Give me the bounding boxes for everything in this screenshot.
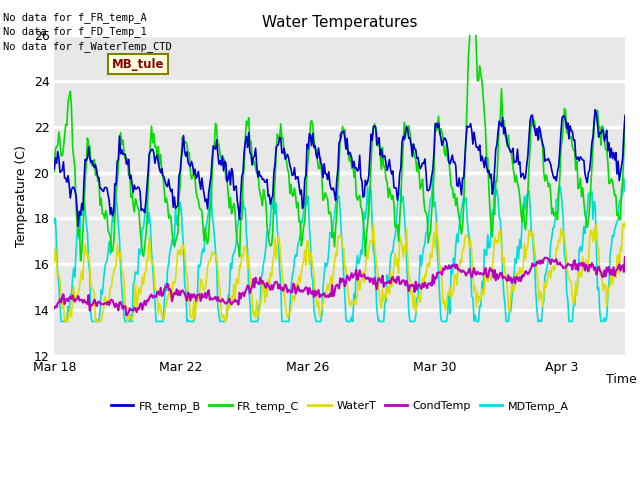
CondTemp <box>323 294 330 300</box>
FR_temp_C <box>360 231 368 237</box>
WaterT <box>520 240 528 246</box>
Line: WaterT: WaterT <box>54 223 625 322</box>
MDTemp_A <box>58 319 65 324</box>
CondTemp <box>360 272 368 277</box>
MDTemp_A <box>491 173 499 179</box>
CondTemp <box>51 305 58 311</box>
FR_temp_B <box>591 107 599 113</box>
FR_temp_B <box>323 171 330 177</box>
FR_temp_B <box>51 166 58 172</box>
CondTemp <box>520 274 527 280</box>
WaterT <box>610 269 618 275</box>
Title: Water Temperatures: Water Temperatures <box>262 15 417 30</box>
FR_temp_B <box>520 170 527 176</box>
FR_temp_C <box>326 209 334 215</box>
Text: No data for f_WaterTemp_CTD: No data for f_WaterTemp_CTD <box>3 41 172 52</box>
Line: FR_temp_B: FR_temp_B <box>54 110 625 227</box>
FR_temp_C <box>51 168 58 174</box>
WaterT <box>63 319 70 324</box>
Text: No data for f_FR_temp_A: No data for f_FR_temp_A <box>3 12 147 23</box>
Text: No data for f_FD_Temp_1: No data for f_FD_Temp_1 <box>3 26 147 37</box>
MDTemp_A <box>323 264 330 269</box>
MDTemp_A <box>326 229 334 235</box>
WaterT <box>433 220 440 226</box>
FR_temp_C <box>621 125 629 131</box>
FR_temp_C <box>391 224 399 230</box>
WaterT <box>326 281 334 287</box>
MDTemp_A <box>51 221 58 227</box>
FR_temp_B <box>610 150 618 156</box>
Line: MDTemp_A: MDTemp_A <box>54 176 625 322</box>
FR_temp_C <box>323 194 330 200</box>
FR_temp_B <box>360 193 368 199</box>
Text: MB_tule: MB_tule <box>112 58 164 71</box>
CondTemp <box>609 272 616 277</box>
MDTemp_A <box>391 234 399 240</box>
CondTemp <box>326 291 334 297</box>
FR_temp_B <box>391 185 399 191</box>
WaterT <box>323 289 330 295</box>
FR_temp_C <box>610 185 618 191</box>
FR_temp_B <box>326 181 334 187</box>
FR_temp_B <box>74 224 82 229</box>
MDTemp_A <box>610 234 618 240</box>
WaterT <box>621 220 629 226</box>
FR_temp_C <box>77 258 84 264</box>
X-axis label: Time: Time <box>605 373 636 386</box>
CondTemp <box>621 254 629 260</box>
Y-axis label: Temperature (C): Temperature (C) <box>15 144 28 247</box>
Line: CondTemp: CondTemp <box>54 257 625 315</box>
WaterT <box>51 258 58 264</box>
MDTemp_A <box>621 188 629 194</box>
CondTemp <box>122 312 130 318</box>
WaterT <box>391 251 399 256</box>
Line: FR_temp_C: FR_temp_C <box>54 0 625 261</box>
CondTemp <box>391 276 399 282</box>
MDTemp_A <box>520 193 528 199</box>
FR_temp_B <box>621 112 629 118</box>
MDTemp_A <box>360 209 368 215</box>
Legend: FR_temp_B, FR_temp_C, WaterT, CondTemp, MDTemp_A: FR_temp_B, FR_temp_C, WaterT, CondTemp, … <box>106 396 573 416</box>
FR_temp_C <box>520 220 528 226</box>
WaterT <box>360 280 368 286</box>
